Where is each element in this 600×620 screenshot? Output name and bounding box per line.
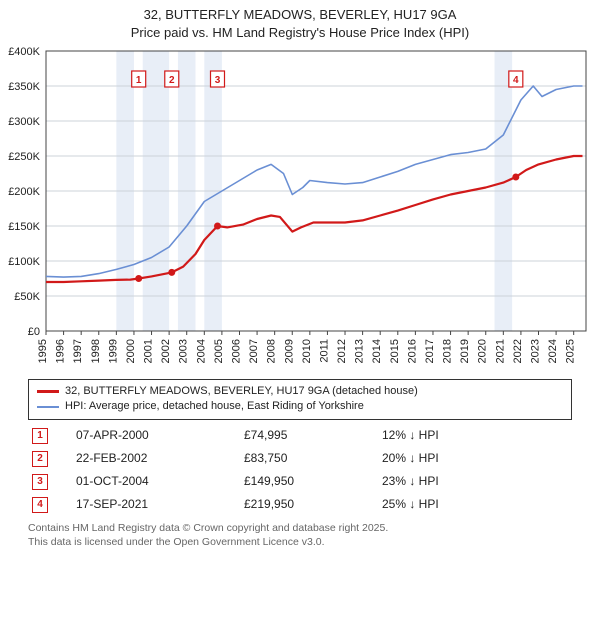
legend-swatch-2 [37, 406, 59, 408]
sale-delta: 12% ↓ HPI [378, 424, 572, 447]
svg-text:2008: 2008 [266, 339, 278, 363]
sale-date: 22-FEB-2002 [72, 447, 240, 470]
svg-text:£100K: £100K [8, 256, 40, 268]
svg-text:£400K: £400K [8, 46, 40, 58]
svg-text:1995: 1995 [37, 339, 49, 363]
svg-text:1998: 1998 [90, 339, 102, 363]
svg-text:£350K: £350K [8, 81, 40, 93]
svg-text:2024: 2024 [547, 339, 559, 363]
title-line1: 32, BUTTERFLY MEADOWS, BEVERLEY, HU17 9G… [8, 6, 592, 24]
chart-title: 32, BUTTERFLY MEADOWS, BEVERLEY, HU17 9G… [0, 0, 600, 43]
svg-text:2023: 2023 [530, 339, 542, 363]
svg-text:£250K: £250K [8, 151, 40, 163]
svg-text:2016: 2016 [406, 339, 418, 363]
svg-text:2007: 2007 [248, 339, 260, 363]
svg-text:£150K: £150K [8, 221, 40, 233]
sale-marker: 4 [32, 497, 48, 513]
sale-marker: 1 [32, 428, 48, 444]
svg-text:2009: 2009 [283, 339, 295, 363]
svg-text:3: 3 [215, 75, 221, 86]
sale-delta: 25% ↓ HPI [378, 493, 572, 516]
legend-label-1: 32, BUTTERFLY MEADOWS, BEVERLEY, HU17 9G… [65, 384, 418, 399]
license-text: Contains HM Land Registry data © Crown c… [28, 522, 572, 549]
legend-swatch-1 [37, 390, 59, 393]
sale-price: £74,995 [240, 424, 378, 447]
sale-row: 2 22-FEB-2002£83,75020% ↓ HPI [28, 447, 572, 470]
svg-text:2012: 2012 [336, 339, 348, 363]
sale-date: 17-SEP-2021 [72, 493, 240, 516]
svg-text:2014: 2014 [371, 339, 383, 363]
svg-text:2003: 2003 [178, 339, 190, 363]
sale-delta: 23% ↓ HPI [378, 470, 572, 493]
sale-price: £219,950 [240, 493, 378, 516]
svg-text:1997: 1997 [72, 339, 84, 363]
price-chart: £0 £50K £100K £150K £200K £250K £300K £350K £400… [0, 43, 600, 373]
svg-text:4: 4 [513, 75, 519, 86]
sale-delta: 20% ↓ HPI [378, 447, 572, 470]
svg-text:2002: 2002 [160, 339, 172, 363]
svg-text:2018: 2018 [442, 339, 454, 363]
svg-text:1996: 1996 [55, 339, 67, 363]
sale-row: 4 17-SEP-2021£219,95025% ↓ HPI [28, 493, 572, 516]
svg-text:2004: 2004 [195, 339, 207, 363]
svg-text:2000: 2000 [125, 339, 137, 363]
legend-row-1: 32, BUTTERFLY MEADOWS, BEVERLEY, HU17 9G… [37, 384, 563, 399]
svg-text:2021: 2021 [494, 339, 506, 363]
svg-text:2015: 2015 [389, 339, 401, 363]
sale-marker: 3 [32, 474, 48, 490]
svg-text:£300K: £300K [8, 116, 40, 128]
svg-text:2013: 2013 [354, 339, 366, 363]
legend: 32, BUTTERFLY MEADOWS, BEVERLEY, HU17 9G… [28, 379, 572, 420]
svg-text:1999: 1999 [107, 339, 119, 363]
svg-text:2022: 2022 [512, 339, 524, 363]
sale-row: 1 07-APR-2000£74,99512% ↓ HPI [28, 424, 572, 447]
svg-text:2017: 2017 [424, 339, 436, 363]
svg-text:£0: £0 [28, 326, 40, 338]
license-line1: Contains HM Land Registry data © Crown c… [28, 522, 572, 536]
sale-price: £149,950 [240, 470, 378, 493]
sale-date: 01-OCT-2004 [72, 470, 240, 493]
svg-text:2006: 2006 [230, 339, 242, 363]
svg-text:2005: 2005 [213, 339, 225, 363]
svg-text:2010: 2010 [301, 339, 313, 363]
sale-row: 3 01-OCT-2004£149,95023% ↓ HPI [28, 470, 572, 493]
svg-text:1: 1 [136, 75, 142, 86]
svg-text:2011: 2011 [318, 339, 330, 363]
svg-text:£200K: £200K [8, 186, 40, 198]
svg-text:2: 2 [169, 75, 175, 86]
sale-marker: 2 [32, 451, 48, 467]
sale-date: 07-APR-2000 [72, 424, 240, 447]
legend-label-2: HPI: Average price, detached house, East… [65, 399, 364, 414]
svg-text:2020: 2020 [477, 339, 489, 363]
svg-text:2019: 2019 [459, 339, 471, 363]
svg-text:2001: 2001 [143, 339, 155, 363]
svg-text:£50K: £50K [14, 291, 40, 303]
sale-price: £83,750 [240, 447, 378, 470]
sales-table: 1 07-APR-2000£74,99512% ↓ HPI 2 22-FEB-2002… [28, 424, 572, 516]
title-line2: Price paid vs. HM Land Registry's House … [8, 24, 592, 42]
license-line2: This data is licensed under the Open Gov… [28, 536, 572, 550]
svg-text:2025: 2025 [565, 339, 577, 363]
legend-row-2: HPI: Average price, detached house, East… [37, 399, 563, 414]
